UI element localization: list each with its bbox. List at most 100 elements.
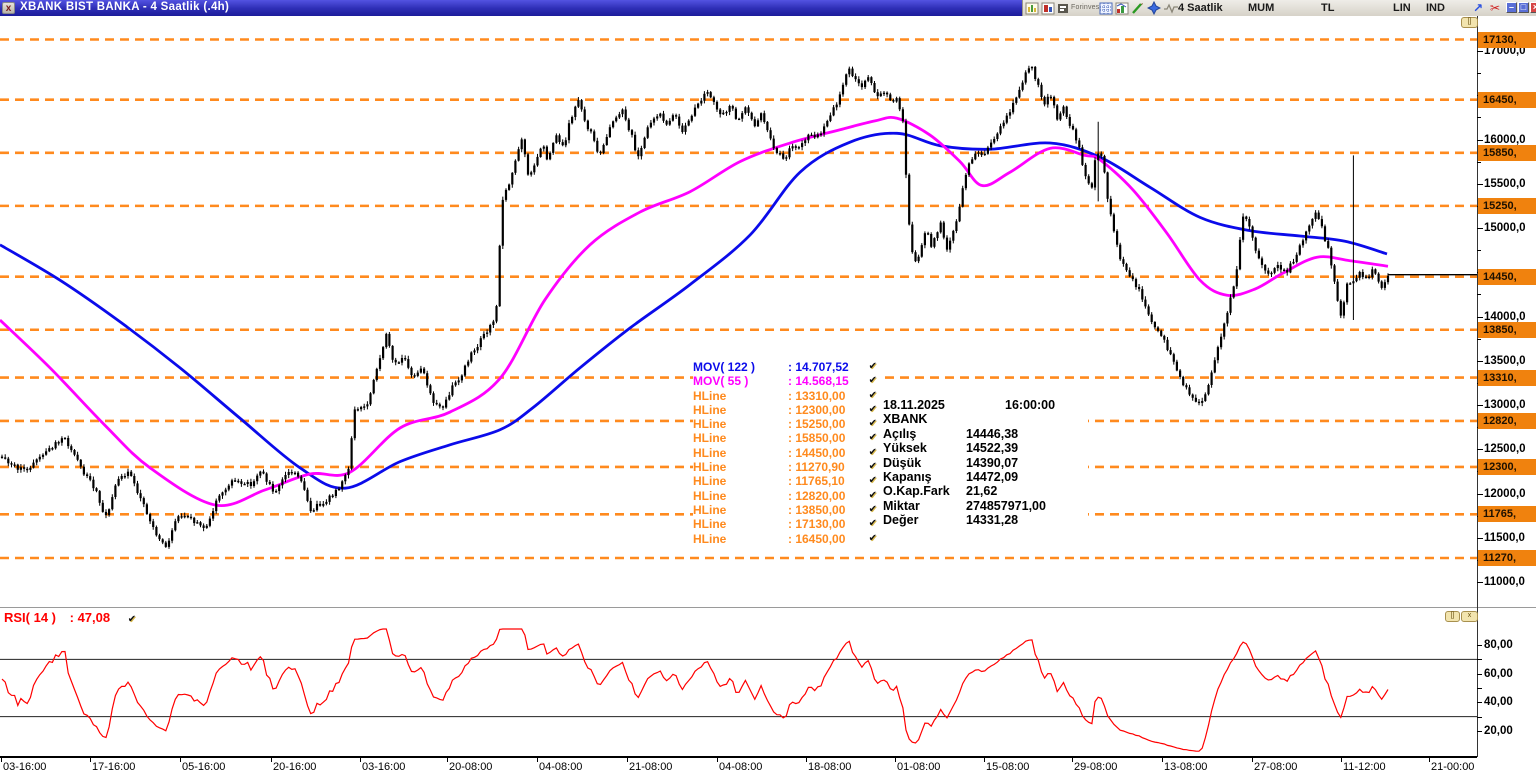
candle[interactable] — [205, 525, 208, 528]
candle[interactable] — [832, 107, 835, 116]
candle[interactable] — [564, 140, 567, 146]
candle[interactable] — [1141, 289, 1144, 300]
candle[interactable] — [41, 454, 45, 457]
close-button[interactable]: × — [1530, 2, 1536, 13]
candle[interactable] — [202, 525, 205, 528]
candle[interactable] — [174, 521, 177, 531]
candle[interactable] — [1371, 269, 1374, 278]
candle[interactable] — [1030, 66, 1034, 69]
candle[interactable] — [1046, 96, 1049, 105]
indicator-check-icon[interactable]: ✔ — [868, 375, 877, 387]
candle[interactable] — [265, 473, 268, 482]
candle[interactable] — [1210, 372, 1213, 386]
candle[interactable] — [186, 515, 189, 518]
candle[interactable] — [845, 74, 848, 85]
candle[interactable] — [684, 125, 687, 132]
candle[interactable] — [1191, 394, 1194, 398]
candle[interactable] — [549, 152, 552, 160]
candle[interactable] — [208, 518, 211, 526]
candle[interactable] — [407, 359, 410, 368]
candle[interactable] — [293, 472, 297, 475]
indicator-check-icon[interactable]: ✔ — [868, 532, 877, 544]
candle[interactable] — [356, 409, 359, 411]
candle[interactable] — [1377, 273, 1380, 282]
candle[interactable] — [199, 522, 202, 526]
candle[interactable] — [851, 68, 854, 77]
candle[interactable] — [1220, 336, 1223, 348]
candle[interactable] — [662, 113, 665, 121]
candle[interactable] — [797, 147, 800, 149]
candle[interactable] — [70, 446, 73, 451]
candle[interactable] — [1292, 261, 1295, 264]
candle[interactable] — [155, 527, 158, 536]
candle[interactable] — [999, 126, 1002, 134]
candle[interactable] — [555, 135, 558, 143]
candle[interactable] — [1134, 279, 1138, 288]
candle[interactable] — [923, 233, 926, 246]
candle[interactable] — [315, 503, 319, 511]
rsi-collapse-button[interactable]: [] — [1445, 611, 1460, 622]
candle[interactable] — [772, 138, 775, 149]
candle[interactable] — [1112, 214, 1115, 232]
candle[interactable] — [974, 153, 977, 160]
chart-style-icon[interactable] — [1025, 1, 1039, 15]
candle[interactable] — [1204, 394, 1207, 401]
candle[interactable] — [259, 471, 262, 476]
candle[interactable] — [1238, 239, 1242, 270]
candle[interactable] — [526, 154, 530, 175]
indicator-check-icon[interactable]: ✔ — [868, 446, 877, 458]
candle[interactable] — [971, 159, 974, 164]
candle[interactable] — [612, 121, 615, 128]
candle[interactable] — [95, 488, 98, 492]
candle[interactable] — [1333, 265, 1336, 282]
indicator-check-icon[interactable]: ✔ — [868, 389, 877, 401]
candle[interactable] — [1223, 323, 1226, 337]
candle[interactable] — [152, 521, 155, 527]
candle[interactable] — [804, 140, 807, 144]
candle[interactable] — [996, 133, 999, 139]
candle[interactable] — [873, 83, 876, 93]
candle[interactable] — [366, 404, 369, 407]
candle[interactable] — [649, 122, 652, 128]
candle[interactable] — [659, 113, 662, 117]
candle[interactable] — [1027, 68, 1030, 73]
candle[interactable] — [435, 402, 438, 405]
candle[interactable] — [189, 516, 193, 519]
candle[interactable] — [1330, 247, 1333, 266]
candle[interactable] — [533, 165, 536, 173]
candle[interactable] — [983, 153, 986, 156]
candle[interactable] — [571, 117, 574, 124]
candle[interactable] — [1024, 72, 1027, 83]
candle[interactable] — [580, 100, 583, 110]
candle[interactable] — [375, 368, 378, 380]
candle[interactable] — [593, 131, 596, 141]
candle[interactable] — [1386, 275, 1390, 283]
candle[interactable] — [898, 98, 901, 110]
candle[interactable] — [1279, 265, 1282, 270]
candle[interactable] — [1053, 96, 1056, 106]
candle[interactable] — [709, 92, 712, 98]
candle[interactable] — [879, 93, 882, 97]
candle[interactable] — [1197, 401, 1201, 404]
candle[interactable] — [1119, 244, 1122, 260]
candle[interactable] — [221, 492, 224, 496]
candle[interactable] — [1346, 283, 1349, 303]
candle[interactable] — [523, 139, 526, 155]
candle[interactable] — [567, 123, 571, 141]
candle[interactable] — [719, 109, 722, 115]
candle[interactable] — [1229, 297, 1232, 313]
candle[interactable] — [977, 152, 980, 154]
mode-indicator-button[interactable]: IND — [1426, 2, 1445, 14]
candle[interactable] — [634, 134, 637, 151]
candle[interactable] — [980, 152, 983, 156]
indicator-check-icon[interactable]: ✔ — [868, 361, 877, 372]
candle[interactable] — [618, 114, 621, 118]
candle[interactable] — [949, 240, 952, 250]
candle[interactable] — [180, 516, 183, 518]
compass-icon[interactable] — [1146, 0, 1162, 16]
candle[interactable] — [753, 119, 756, 127]
candle[interactable] — [1116, 231, 1119, 245]
candle[interactable] — [904, 121, 908, 175]
candle[interactable] — [801, 143, 804, 148]
candle[interactable] — [1147, 306, 1150, 315]
